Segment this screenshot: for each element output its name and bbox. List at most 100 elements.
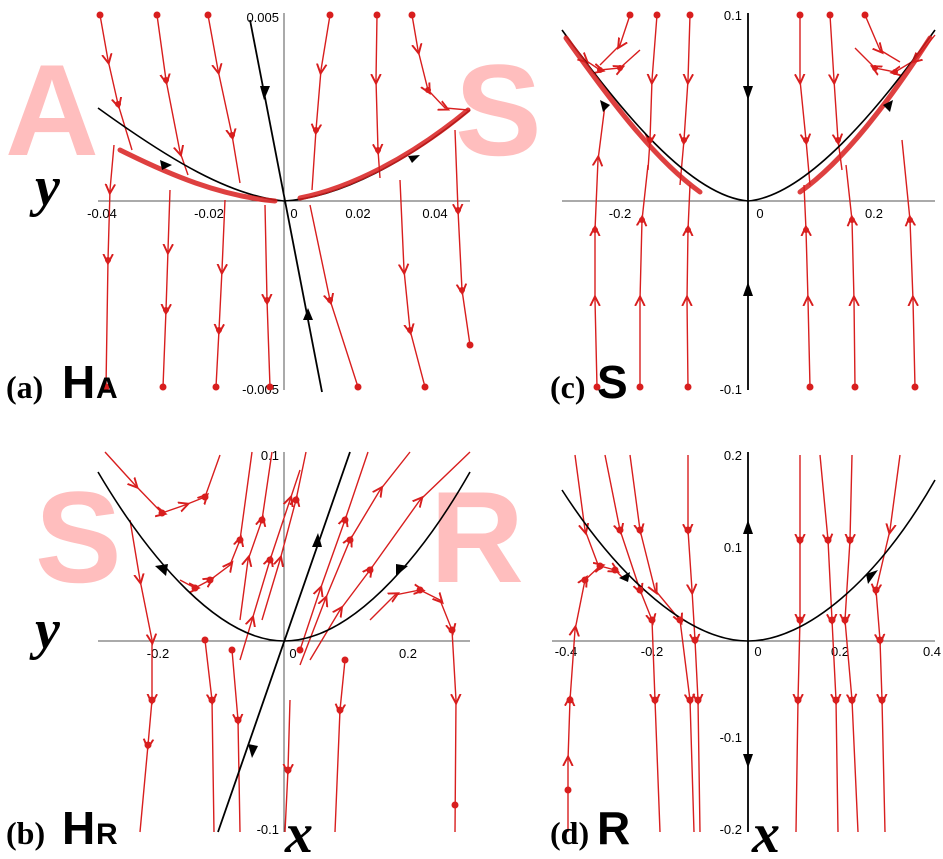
trajectory xyxy=(334,659,345,833)
trajectory-dots xyxy=(144,493,459,809)
trajectory xyxy=(400,179,426,388)
trajectory xyxy=(265,204,270,388)
trajectory xyxy=(239,451,273,621)
trajectory-dots xyxy=(592,11,919,391)
x-tick-label: 0 xyxy=(754,644,761,659)
manifold-arrow xyxy=(600,100,610,112)
stable-manifold-line xyxy=(249,19,323,393)
x-tick-label: 0 xyxy=(290,206,297,221)
x-tick-label: 0 xyxy=(289,646,296,661)
trajectory xyxy=(299,451,411,666)
x-tick-label: 0.2 xyxy=(399,646,417,661)
manifold-arrow xyxy=(396,564,408,576)
trajectory xyxy=(216,199,225,388)
trajectory xyxy=(680,14,690,186)
trajectory xyxy=(901,139,915,388)
panel-a: A S -0.04 -0.02 0 0.02 0.04 0.005 -0.005 xyxy=(5,10,542,408)
panel-symbol: H xyxy=(62,356,95,408)
manifold-arrow xyxy=(160,160,172,170)
panel-c: -0.2 0 0.2 0.1 -0.1 xyxy=(550,8,936,408)
trajectory xyxy=(845,454,859,833)
y-tick-label: -0.1 xyxy=(720,730,742,745)
x-tick-label: -0.04 xyxy=(87,206,117,221)
watermark-letter: A xyxy=(5,37,99,183)
y-tick-label: -0.2 xyxy=(720,822,742,837)
panel-subscript: R xyxy=(96,818,118,851)
trajectory xyxy=(796,455,800,833)
x-tick-label: 0 xyxy=(756,206,763,221)
trajectory-dots xyxy=(564,526,886,794)
trajectory xyxy=(129,519,152,833)
trajectory xyxy=(599,14,631,66)
trajectories xyxy=(104,451,471,833)
trajectory xyxy=(845,164,855,388)
panel-symbol: R xyxy=(597,802,630,854)
trajectory xyxy=(231,649,240,833)
trajectory xyxy=(207,14,241,184)
trajectory-bundle xyxy=(297,107,471,201)
y-tick-label: -0.1 xyxy=(720,382,742,397)
panel-label: (a) xyxy=(6,369,43,405)
x-axis-label: x xyxy=(751,803,780,859)
trajectories xyxy=(99,14,471,388)
manifold-arrow xyxy=(155,564,168,576)
manifold-arrow xyxy=(248,744,258,758)
x-tick-label: 0.4 xyxy=(923,644,941,659)
manifold-arrow xyxy=(866,570,878,584)
trajectory xyxy=(156,14,189,176)
trajectory-bundle xyxy=(563,35,703,195)
trajectory xyxy=(864,14,901,63)
y-axis-label: y xyxy=(29,156,61,218)
y-tick-label: -0.005 xyxy=(242,382,279,397)
trajectory xyxy=(369,590,456,833)
watermark-letter: S xyxy=(35,464,122,610)
trajectory xyxy=(574,454,601,571)
trajectory xyxy=(106,144,114,388)
manifold-arrow xyxy=(260,86,270,100)
trajectory-bundle xyxy=(797,35,933,195)
x-tick-label: -0.2 xyxy=(609,206,631,221)
trajectory xyxy=(309,204,359,388)
trajectory xyxy=(876,454,901,833)
panel-label: (d) xyxy=(550,815,589,851)
y-tick-label: -0.1 xyxy=(257,822,279,837)
trajectory xyxy=(687,184,690,388)
manifold-arrow xyxy=(303,308,313,320)
trajectory xyxy=(239,469,301,661)
trajectory xyxy=(830,14,842,171)
center-manifold-curve xyxy=(561,29,936,202)
y-tick-label: 0.005 xyxy=(246,10,279,25)
panel-subscript: A xyxy=(96,372,118,405)
panel-label: (c) xyxy=(550,369,586,405)
trajectory xyxy=(800,15,810,186)
x-tick-label: 0.02 xyxy=(345,206,370,221)
y-tick-label: 0.2 xyxy=(724,448,742,463)
trajectory xyxy=(104,451,221,513)
trajectory xyxy=(204,639,214,833)
trajectory xyxy=(455,129,471,346)
trajectory xyxy=(376,14,380,179)
trajectory-bundle xyxy=(117,147,278,204)
manifold-arrow xyxy=(312,533,322,547)
panel-symbol: S xyxy=(597,356,628,408)
trajectory xyxy=(804,184,810,388)
trajectory-dots xyxy=(96,11,474,391)
panel-b: S R -0.2 0 0.2 0.1 -0.1 xyxy=(6,448,524,859)
trajectory xyxy=(648,14,657,171)
trajectory xyxy=(99,14,133,151)
trajectory xyxy=(568,566,626,832)
x-tick-label: 0.2 xyxy=(865,206,883,221)
manifold-arrow xyxy=(743,520,753,534)
manifold-arrow xyxy=(743,282,753,296)
x-tick-label: -0.02 xyxy=(194,206,224,221)
x-tick-label: -0.2 xyxy=(641,644,663,659)
y-axis-label: y xyxy=(29,599,61,661)
x-tick-label: 0.04 xyxy=(422,206,447,221)
manifold-arrow xyxy=(743,754,753,768)
stable-manifold-line xyxy=(217,451,351,833)
trajectory xyxy=(312,14,331,191)
x-axis-label: x xyxy=(284,803,313,859)
manifold-arrow xyxy=(619,572,630,582)
watermark-letter: R xyxy=(430,464,524,610)
